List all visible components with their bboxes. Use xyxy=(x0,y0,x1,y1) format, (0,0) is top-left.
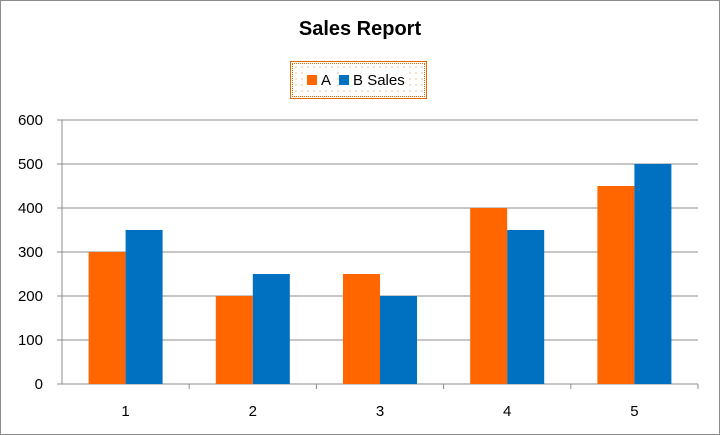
legend-item-a: A xyxy=(307,71,334,89)
chart-title: Sales Report xyxy=(298,18,422,40)
bar-a-1 xyxy=(88,252,126,384)
bar-a-3 xyxy=(343,274,380,384)
bar-a-2 xyxy=(215,296,253,384)
bar-b-sales-5 xyxy=(634,164,672,384)
legend-label-a: A xyxy=(321,71,332,89)
y-tick-label-200: 200 xyxy=(18,288,43,305)
y-tick-label-100: 100 xyxy=(18,332,43,349)
y-tick-label-300: 300 xyxy=(18,244,43,261)
legend-swatch-a xyxy=(307,75,317,85)
x-tick-label-3: 3 xyxy=(376,403,384,420)
y-tick-label-500: 500 xyxy=(18,156,43,173)
bar-b-sales-1 xyxy=(125,230,163,384)
bar-b-sales-2 xyxy=(252,274,290,384)
y-tick-label-400: 400 xyxy=(18,200,43,217)
y-tick-label-600: 600 xyxy=(18,112,43,129)
x-tick-label-2: 2 xyxy=(249,403,257,420)
bar-a-5 xyxy=(597,186,635,384)
legend-item-b-sales: B Sales xyxy=(339,71,407,89)
legend[interactable]: A B Sales xyxy=(290,61,427,99)
bar-a-4 xyxy=(470,208,508,384)
legend-label-b-sales: B Sales xyxy=(353,71,405,89)
x-tick-label-1: 1 xyxy=(121,403,129,420)
x-tick-label-4: 4 xyxy=(503,403,511,420)
y-tick-label-0: 0 xyxy=(35,376,43,393)
legend-swatch-b-sales xyxy=(339,75,350,85)
bar-b-sales-4 xyxy=(507,230,545,384)
bar-b-sales-3 xyxy=(380,296,417,384)
x-tick-label-5: 5 xyxy=(630,403,638,420)
